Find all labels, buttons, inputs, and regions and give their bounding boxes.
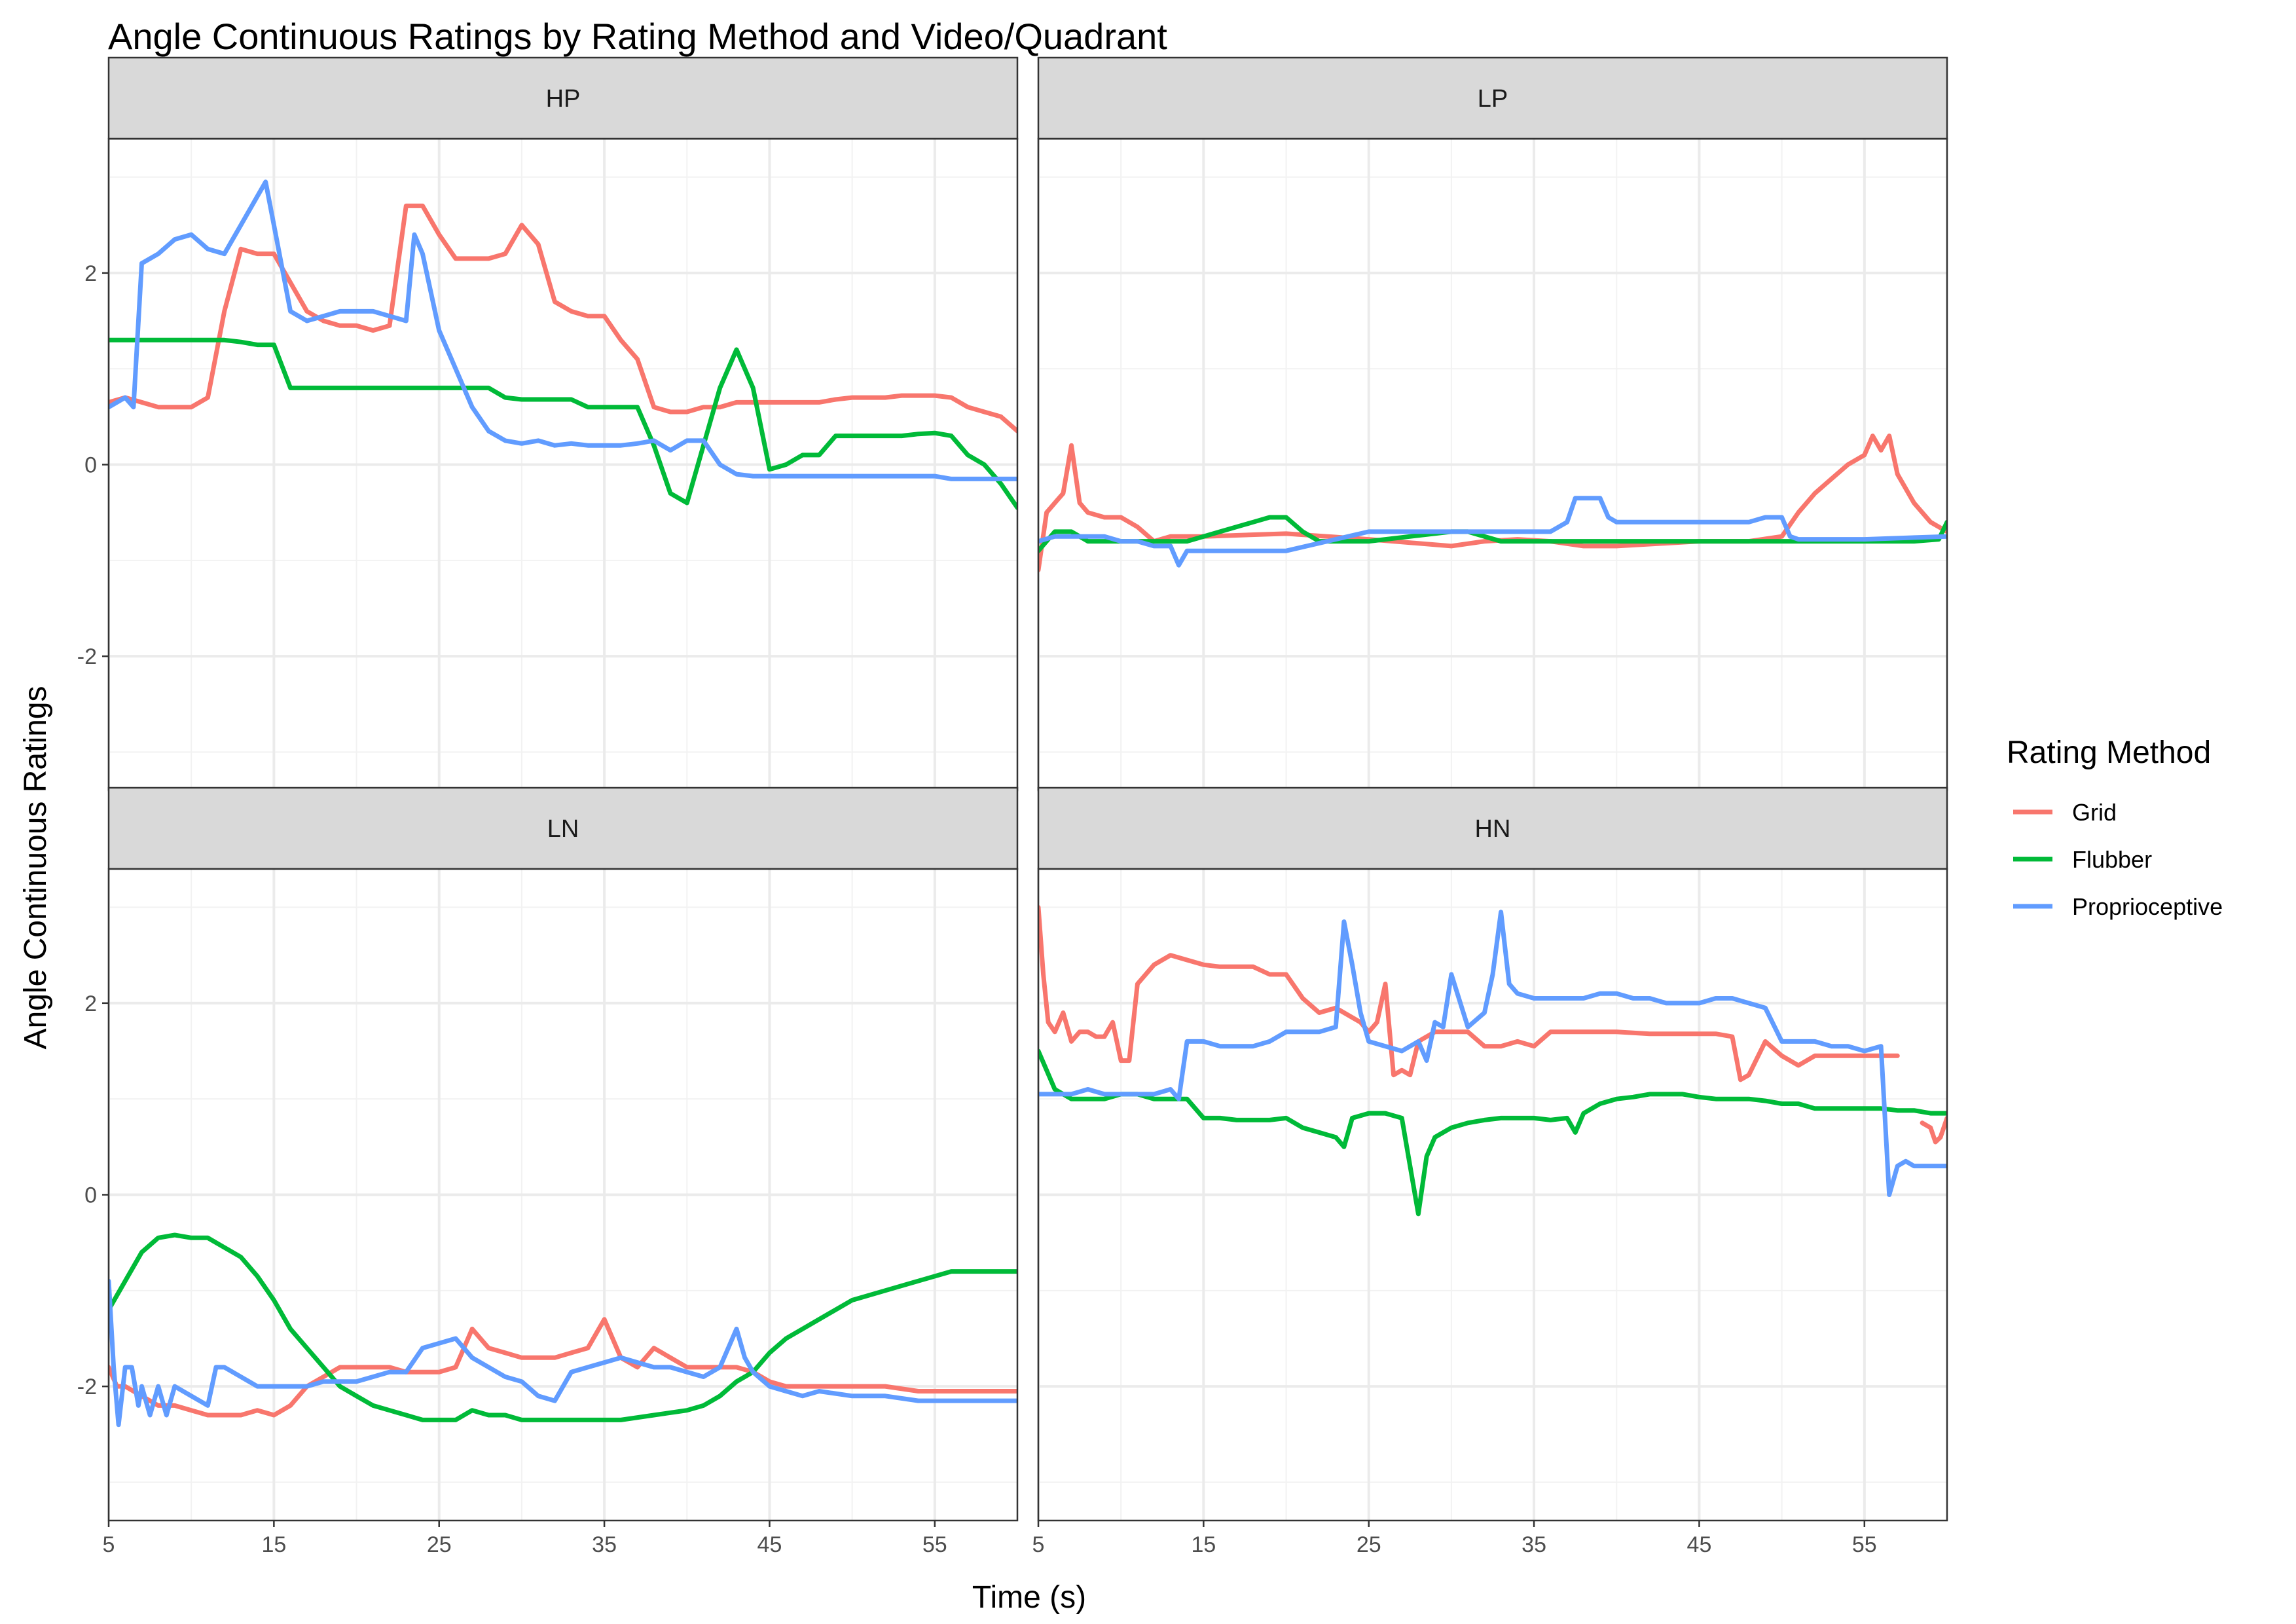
- y-tick-label: 0: [84, 453, 97, 478]
- x-tick-label: 15: [1191, 1532, 1216, 1557]
- legend-label-grid: Grid: [2072, 799, 2117, 826]
- series-line-proprioceptive: [1038, 910, 1947, 1197]
- x-tick-label: 45: [757, 1532, 782, 1557]
- facet-panel-hp: HP -2 0 2: [77, 56, 1019, 792]
- x-tick-label: 5: [1032, 1532, 1045, 1557]
- y-tick-label: 2: [84, 991, 97, 1016]
- legend-title: Rating Method: [2007, 735, 2211, 770]
- series-group: [1038, 434, 1947, 572]
- x-tick-label: 25: [1357, 1532, 1381, 1557]
- facet-panel-lp: LP: [1037, 56, 1948, 792]
- chart-title: Angle Continuous Ratings by Rating Metho…: [108, 16, 1167, 57]
- legend-label-proprioceptive: Proprioceptive: [2072, 893, 2223, 920]
- x-tick-label: 35: [592, 1532, 617, 1557]
- y-tick-label: 2: [84, 261, 97, 286]
- series-line-proprioceptive: [109, 1278, 1017, 1428]
- x-tick-label: 25: [427, 1532, 452, 1557]
- series-group: [109, 179, 1017, 510]
- facet-strip-label: LN: [547, 815, 579, 843]
- facet-strip: [107, 56, 1019, 140]
- x-tick-label: 55: [1852, 1532, 1877, 1557]
- facet-strip-label: HN: [1475, 815, 1511, 843]
- series-line-flubber: [1038, 1048, 1947, 1217]
- series-line-flubber: [109, 337, 1017, 510]
- facet-panel-hn: HN 5 15 25 35 45 55: [1032, 786, 1948, 1557]
- series-line-grid: [109, 1317, 1017, 1418]
- facet-strip: [1037, 786, 1948, 870]
- series-line-proprioceptive: [109, 179, 1017, 481]
- legend-label-flubber: Flubber: [2072, 846, 2152, 873]
- series-group: [109, 1232, 1017, 1428]
- x-tick-label: 35: [1522, 1532, 1546, 1557]
- facet-strip-label: HP: [546, 85, 581, 113]
- x-tick-label: 15: [261, 1532, 286, 1557]
- x-tick-label: 45: [1687, 1532, 1712, 1557]
- series-line-flubber: [109, 1232, 1017, 1422]
- y-tick-label: -2: [77, 1375, 97, 1399]
- x-axis-title: Time (s): [972, 1580, 1086, 1615]
- x-tick-label: 5: [103, 1532, 115, 1557]
- y-axis-title: Angle Continuous Ratings: [18, 686, 53, 1049]
- series-line-proprioceptive: [1038, 496, 1947, 568]
- series-line-grid: [109, 203, 1017, 434]
- y-tick-label: 0: [84, 1183, 97, 1208]
- series-line-grid: [1920, 1115, 1947, 1145]
- panel-border: [1037, 868, 1948, 1522]
- x-tick-label: 55: [922, 1532, 947, 1557]
- series-group: [1038, 905, 1947, 1217]
- facet-strip-label: LP: [1478, 85, 1508, 113]
- y-tick-label: -2: [77, 644, 97, 669]
- facet-strip: [107, 786, 1019, 870]
- legend: Rating Method Grid Flubber Proprioceptive: [2007, 735, 2223, 920]
- series-line-grid: [1038, 905, 1900, 1082]
